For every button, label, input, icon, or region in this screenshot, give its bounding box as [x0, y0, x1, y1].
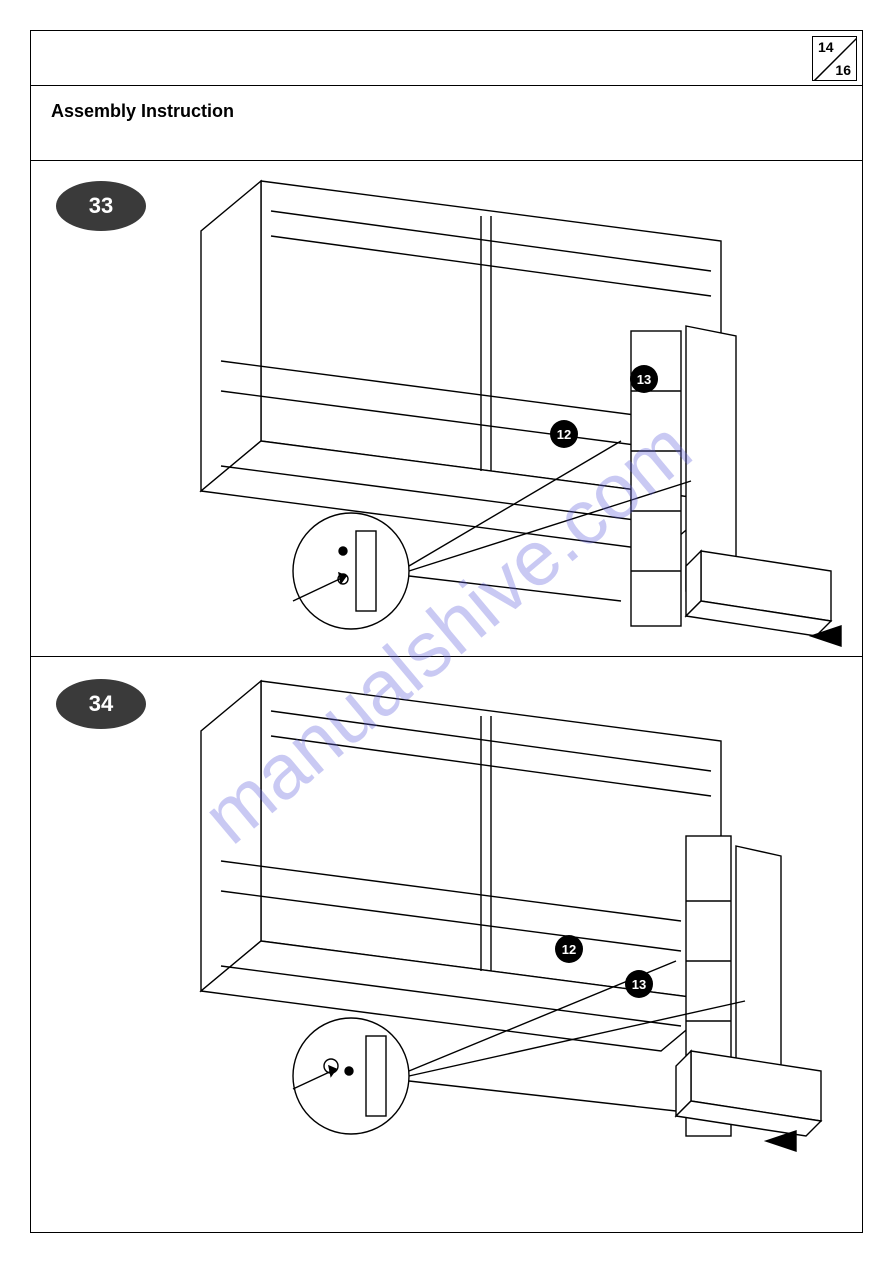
part-label: 13	[632, 977, 646, 992]
page-current: 14	[818, 39, 834, 55]
part-label-13a: 13	[630, 365, 658, 393]
page-border: 14 16 Assembly Instruction 33	[30, 30, 863, 1233]
step-badge-34: 34	[56, 679, 146, 729]
panel-divider	[31, 656, 862, 657]
diagram-step-34	[131, 671, 851, 1161]
page-total: 16	[835, 62, 851, 78]
part-label-12a: 12	[550, 420, 578, 448]
part-label: 12	[562, 942, 576, 957]
title-section: Assembly Instruction	[31, 86, 862, 161]
header-section: 14 16	[31, 31, 862, 86]
part-label-12b: 12	[555, 935, 583, 963]
diagram-step-33	[131, 171, 851, 651]
part-label-13b: 13	[625, 970, 653, 998]
page-title: Assembly Instruction	[51, 101, 234, 121]
step-badge-33: 33	[56, 181, 146, 231]
part-label: 13	[637, 372, 651, 387]
step-label: 34	[89, 691, 113, 717]
page-counter-box: 14 16	[812, 36, 857, 81]
part-label: 12	[557, 427, 571, 442]
step-label: 33	[89, 193, 113, 219]
